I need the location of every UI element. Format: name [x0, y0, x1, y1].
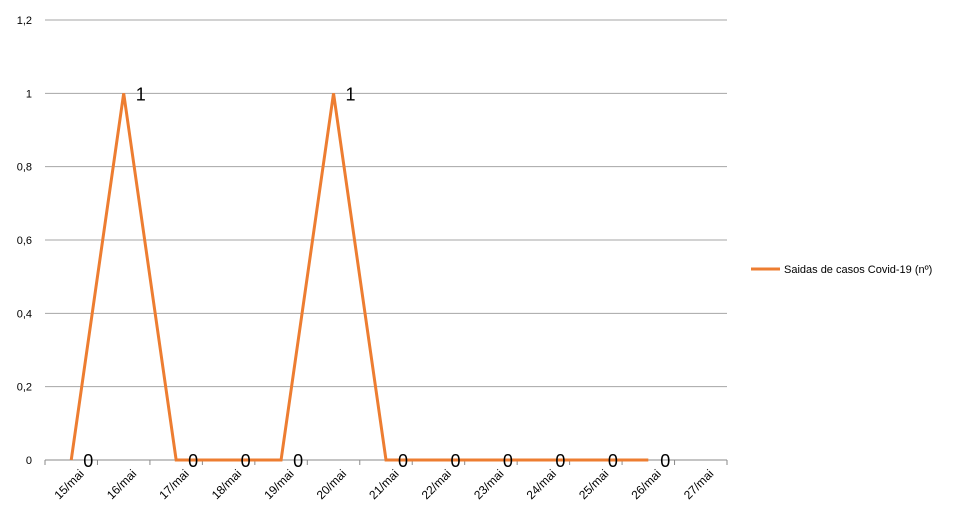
x-tick-label: 22/mai — [419, 467, 454, 502]
y-tick-label: 0,2 — [17, 382, 32, 394]
x-tick-label: 26/mai — [629, 467, 664, 502]
data-label: 0 — [83, 451, 93, 471]
x-tick-label: 18/mai — [209, 467, 244, 502]
x-tick-label: 17/mai — [156, 467, 191, 502]
y-tick-label: 1,2 — [17, 15, 32, 27]
data-label: 0 — [503, 451, 513, 471]
y-tick-label: 0,6 — [17, 235, 32, 247]
data-label: 0 — [555, 451, 565, 471]
data-label: 0 — [450, 451, 460, 471]
x-tick-label: 20/mai — [314, 467, 349, 502]
data-label: 0 — [241, 451, 251, 471]
x-tick-label: 21/mai — [366, 467, 401, 502]
data-label: 0 — [398, 451, 408, 471]
data-label: 1 — [136, 84, 146, 104]
x-tick-label: 24/mai — [524, 467, 559, 502]
x-tick-label: 16/mai — [104, 467, 139, 502]
y-tick-label: 0,8 — [17, 162, 32, 174]
data-label: 0 — [293, 451, 303, 471]
x-tick-label: 27/mai — [681, 467, 716, 502]
data-label: 0 — [608, 451, 618, 471]
x-tick-label: 19/mai — [261, 467, 296, 502]
y-tick-label: 1 — [26, 88, 32, 100]
legend-label: Saidas de casos Covid-19 (nº) — [784, 264, 932, 276]
series-group — [69, 93, 649, 462]
legend: Saidas de casos Covid-19 (nº) — [751, 264, 932, 276]
y-axis-ticks: 0 0,2 0,4 0,6 0,8 1 1,2 — [17, 15, 32, 467]
x-axis-ticks: 15/mai 16/mai 17/mai 18/mai 19/mai 20/mai 21/m… — [44, 460, 728, 502]
data-labels: 0 1 0 0 0 1 0 0 0 0 0 0 — [83, 84, 670, 471]
y-tick-label: 0 — [26, 455, 32, 467]
data-label: 1 — [346, 84, 356, 104]
gridlines — [45, 19, 727, 388]
series-line — [69, 93, 649, 462]
x-tick-label: 25/mai — [576, 467, 611, 502]
data-label: 0 — [660, 451, 670, 471]
x-tick-label: 15/mai — [51, 467, 86, 502]
data-label: 0 — [188, 451, 198, 471]
x-tick-label: 23/mai — [471, 467, 506, 502]
y-tick-label: 0,4 — [17, 308, 32, 320]
